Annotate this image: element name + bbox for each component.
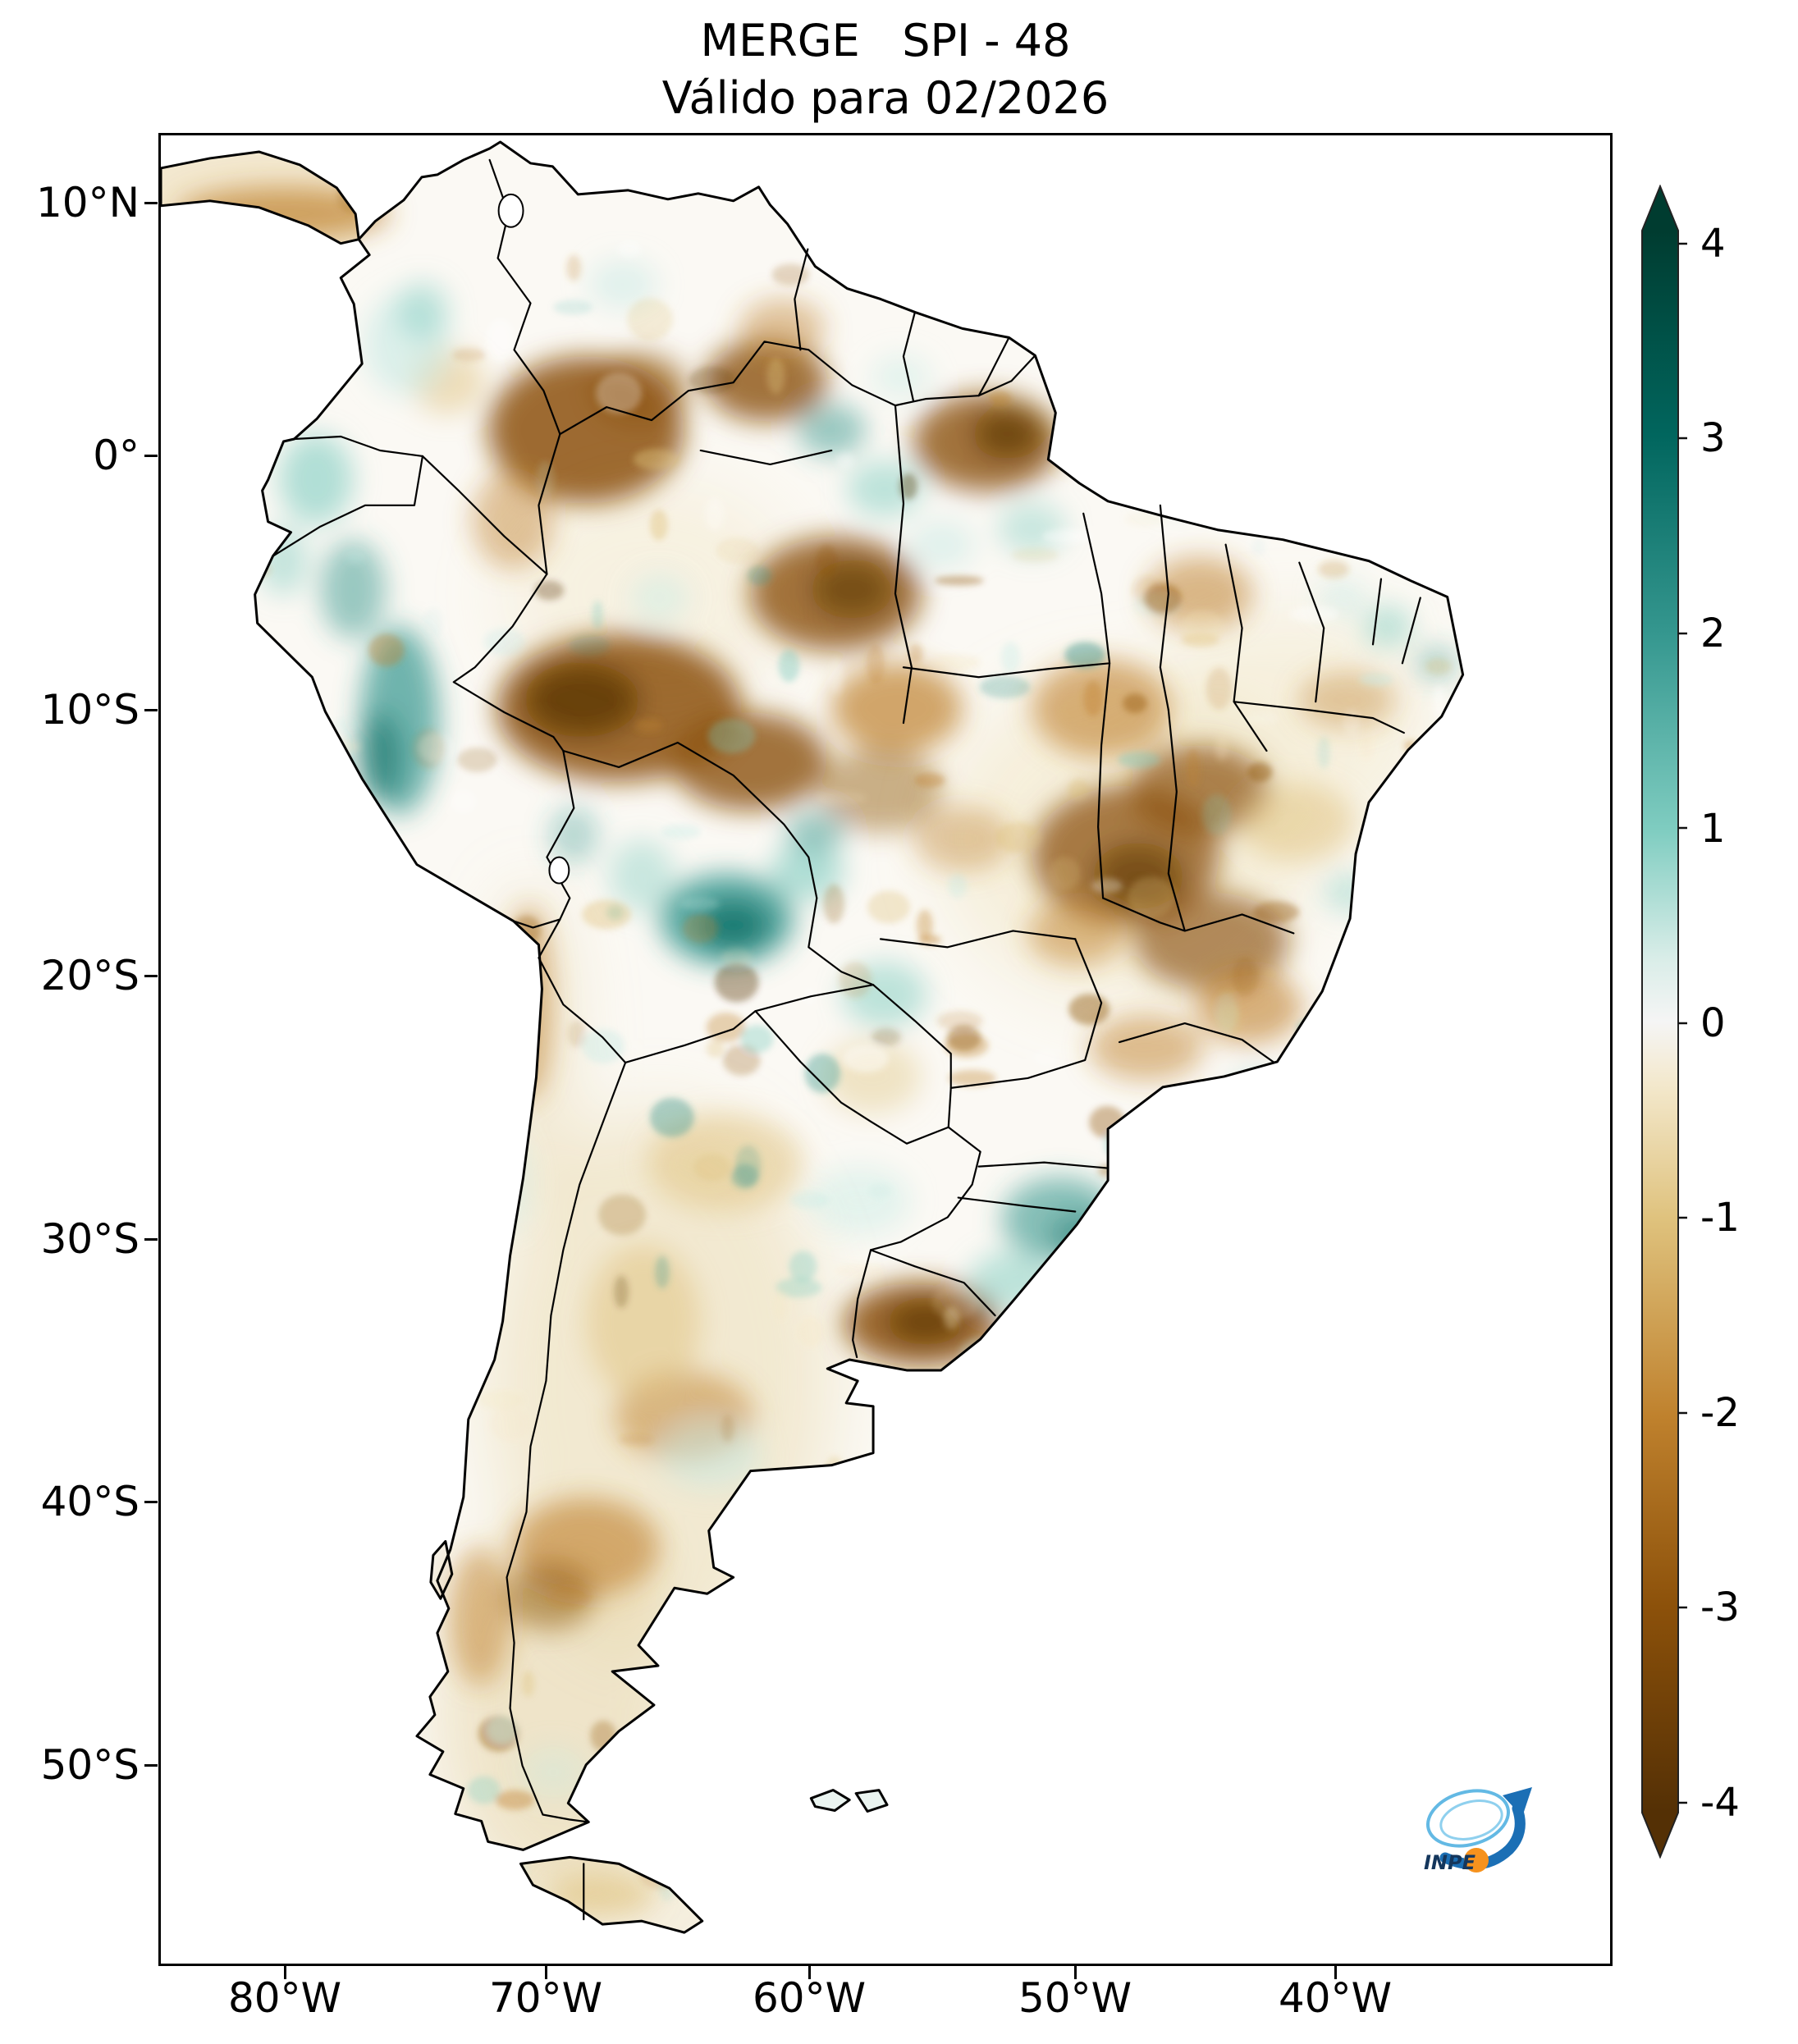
x-axis-tick-label: 70°W <box>488 1974 603 2022</box>
south-america-map <box>161 140 1465 1934</box>
figure-title: MERGE SPI - 48 <box>700 15 1071 66</box>
colorbar-tick-label: -3 <box>1700 1584 1740 1630</box>
x-axis-tick-label: 40°W <box>1278 1974 1393 2022</box>
y-axis-tick-label: 50°S <box>40 1741 140 1789</box>
colorbar-gradient-bar <box>1641 185 1679 1859</box>
colorbar-tick-label: 0 <box>1700 1000 1726 1046</box>
colorbar-tick-label: 2 <box>1700 610 1726 656</box>
map-plot-area: INPE <box>158 133 1613 1966</box>
x-axis-tick-label: 80°W <box>227 1974 342 2022</box>
colorbar-tick-label: -4 <box>1700 1780 1740 1826</box>
logo-orbit-ellipse-inner <box>1439 1799 1503 1841</box>
logo-orange-dot <box>1464 1848 1489 1873</box>
axis-tick <box>808 1966 811 1979</box>
y-axis-tick-label: 0° <box>93 432 140 479</box>
axis-tick <box>144 709 158 711</box>
axis-tick <box>144 202 158 204</box>
y-axis-tick-label: 10°N <box>35 179 140 226</box>
axis-tick <box>1334 1966 1337 1979</box>
x-axis-tick-label: 50°W <box>1018 1974 1132 2022</box>
colorbar-tick-label: 3 <box>1700 415 1726 461</box>
colorbar-tick-label: -1 <box>1700 1195 1740 1241</box>
axis-tick <box>144 975 158 977</box>
y-axis-tick-label: 10°S <box>40 686 140 734</box>
lakes <box>497 193 570 885</box>
colorbar-tick-label: -2 <box>1700 1390 1740 1436</box>
y-axis-tick-label: 30°S <box>40 1215 140 1263</box>
political-borders <box>272 158 1421 1921</box>
axis-tick <box>144 1764 158 1767</box>
colorbar-tick-label: 1 <box>1700 806 1726 852</box>
y-axis-tick-label: 40°S <box>40 1478 140 1525</box>
axis-tick <box>144 1238 158 1241</box>
axis-tick <box>284 1966 286 1979</box>
axis-tick <box>144 455 158 457</box>
logo-orbit-ellipse <box>1425 1789 1511 1848</box>
axis-tick <box>144 1501 158 1503</box>
axis-tick <box>1074 1966 1077 1979</box>
logo-arrow <box>1439 1803 1526 1870</box>
colorbar <box>1641 185 1687 1859</box>
y-axis-tick-label: 20°S <box>40 952 140 999</box>
x-axis-tick-label: 60°W <box>752 1974 867 2022</box>
logo-arrowhead <box>1503 1787 1532 1817</box>
inpe-logo-text: INPE <box>1424 1851 1476 1874</box>
colorbar-tick-label: 4 <box>1700 221 1726 267</box>
axis-tick <box>545 1966 547 1979</box>
colorbar-ticks <box>1678 242 1687 1804</box>
inpe-logo: INPE <box>1424 1787 1532 1874</box>
figure-subtitle: Válido para 02/2026 <box>661 72 1109 124</box>
